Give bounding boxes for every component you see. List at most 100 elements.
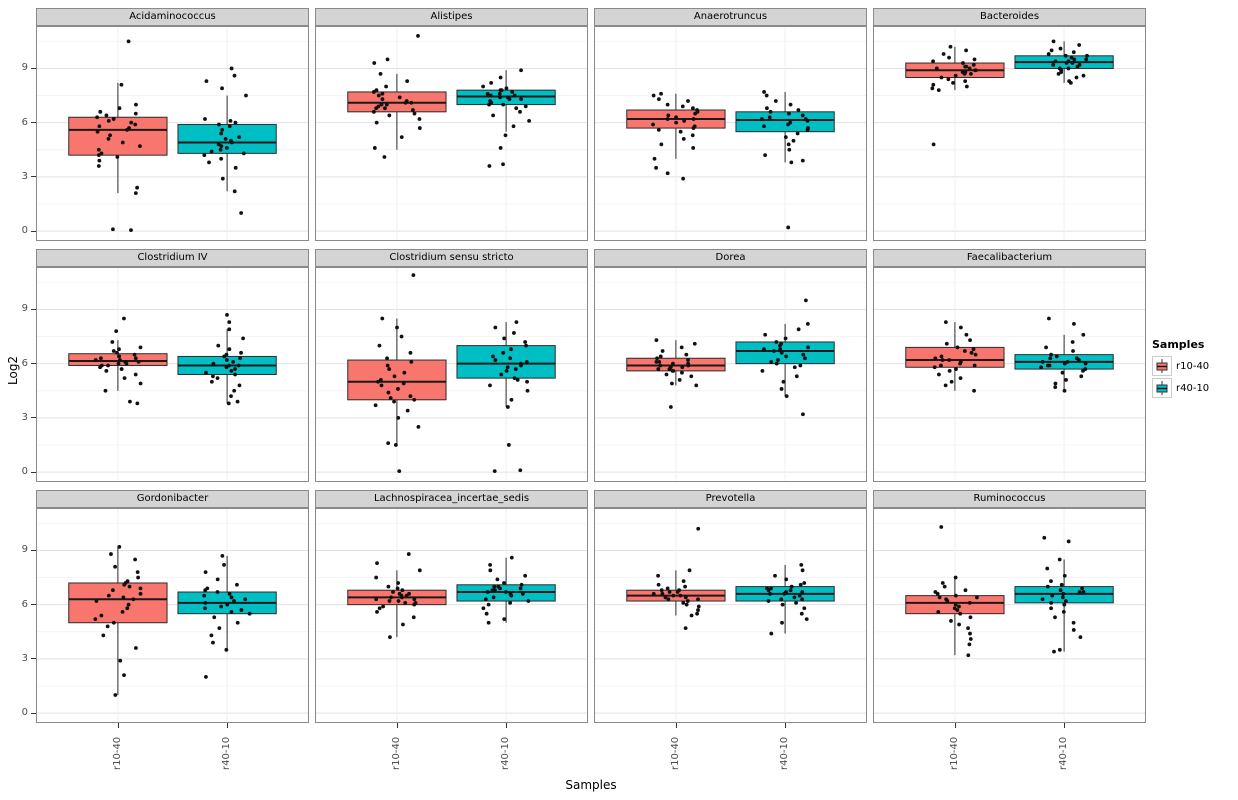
jitter-point <box>412 111 417 116</box>
jitter-point <box>122 316 126 321</box>
jitter-point <box>784 354 789 359</box>
jitter-point <box>117 347 121 352</box>
jitter-point <box>799 563 804 567</box>
jitter-point <box>696 526 701 531</box>
jitter-point <box>762 347 766 352</box>
jitter-point <box>681 600 686 605</box>
jitter-point <box>518 468 523 473</box>
jitter-point <box>788 102 793 107</box>
jitter-point <box>231 359 236 364</box>
jitter-point <box>412 602 417 607</box>
jitter-point <box>133 557 137 562</box>
jitter-point <box>801 352 806 357</box>
jitter-point <box>235 399 240 404</box>
jitter-point <box>663 595 668 600</box>
x-tick-label: r10-40 <box>111 736 123 770</box>
jitter-point <box>1079 374 1084 379</box>
jitter-point <box>696 597 700 602</box>
jitter-point <box>126 602 131 607</box>
jitter-point <box>227 124 232 129</box>
jitter-point <box>686 358 690 362</box>
y-tick-mark <box>31 417 36 419</box>
jitter-point <box>934 66 939 71</box>
jitter-point <box>133 356 138 361</box>
facet-panel <box>873 508 1146 723</box>
jitter-point <box>682 118 687 123</box>
panel-border <box>315 508 588 723</box>
jitter-point <box>237 383 242 388</box>
facet-strip-label: Alistipes <box>315 8 588 26</box>
jitter-point <box>502 581 506 585</box>
jitter-point <box>387 113 392 118</box>
box-r10-40 <box>905 346 1005 368</box>
jitter-point <box>659 588 664 593</box>
jitter-point <box>963 588 968 593</box>
jitter-point <box>1059 582 1064 587</box>
jitter-point <box>783 336 788 341</box>
jitter-point <box>114 329 119 334</box>
jitter-point <box>803 298 808 303</box>
jitter-point <box>501 162 505 167</box>
jitter-point <box>1047 316 1051 321</box>
jitter-point <box>518 586 523 591</box>
panel-border <box>36 508 309 723</box>
jitter-point <box>961 61 965 65</box>
jitter-point <box>124 361 129 366</box>
jitter-point <box>801 412 805 417</box>
jitter-point <box>1057 557 1062 562</box>
jitter-point <box>499 372 504 377</box>
jitter-point <box>493 325 498 330</box>
facet-gordonibacter: Gordonibacter <box>36 490 309 723</box>
jitter-point <box>971 62 976 67</box>
jitter-point <box>680 370 684 375</box>
jitter-point <box>526 599 531 603</box>
jitter-point <box>235 582 239 587</box>
jitter-point <box>374 575 379 580</box>
jitter-point <box>98 109 103 114</box>
jitter-point <box>503 590 508 594</box>
jitter-point <box>508 600 513 605</box>
box-r40-10 <box>456 345 556 379</box>
jitter-point <box>953 73 958 78</box>
jitter-point <box>488 383 492 388</box>
jitter-point <box>805 118 810 123</box>
jitter-point <box>953 575 958 580</box>
jitter-point <box>935 591 940 596</box>
jitter-point <box>226 401 231 406</box>
jitter-point <box>524 359 529 364</box>
jitter-point <box>209 149 214 154</box>
jitter-point <box>1081 368 1085 373</box>
jitter-point <box>523 104 528 109</box>
jitter-point <box>487 164 492 168</box>
jitter-point <box>798 363 803 368</box>
jitter-point <box>963 79 968 84</box>
jitter-point <box>481 84 486 89</box>
jitter-point <box>117 354 122 359</box>
x-tick-mark <box>675 723 677 728</box>
jitter-point <box>203 588 208 593</box>
jitter-point <box>135 570 140 575</box>
jitter-point <box>664 372 669 377</box>
jitter-point <box>515 378 520 382</box>
jitter-point <box>933 356 938 361</box>
jitter-point <box>972 57 977 62</box>
jitter-point <box>488 568 493 573</box>
jitter-point <box>660 591 665 596</box>
jitter-point <box>224 647 229 652</box>
jitter-point <box>215 577 220 582</box>
jitter-point <box>937 595 942 600</box>
jitter-point <box>391 590 395 594</box>
jitter-point <box>692 341 697 346</box>
jitter-point <box>1064 378 1068 382</box>
jitter-point <box>385 363 390 368</box>
jitter-point <box>481 606 486 611</box>
jitter-point <box>229 595 234 600</box>
facet-clostridium-iv: Clostridium IV <box>36 249 309 482</box>
jitter-point <box>223 137 228 141</box>
jitter-point <box>1046 52 1051 56</box>
facet-strip-label: Faecalibacterium <box>873 249 1146 267</box>
jitter-point <box>509 347 513 352</box>
jitter-point <box>1049 606 1053 611</box>
jitter-point <box>779 387 784 391</box>
jitter-point <box>512 376 517 381</box>
